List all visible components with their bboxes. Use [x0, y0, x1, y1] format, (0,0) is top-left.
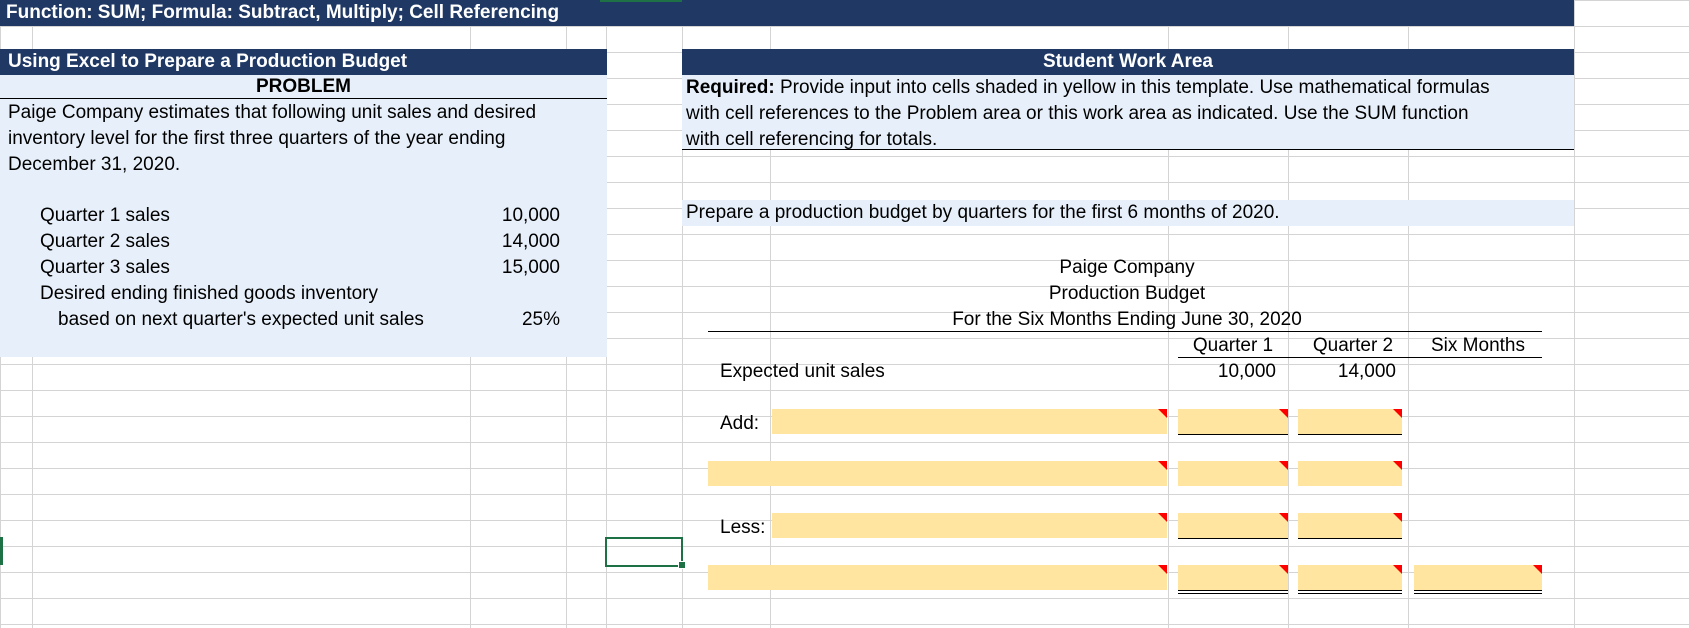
expected-sales-label: Expected unit sales [720, 361, 885, 382]
problem-header: Using Excel to Prepare a Production Budg… [0, 49, 607, 75]
item-q2-value: 14,000 [501, 231, 560, 252]
add-q1-input[interactable] [1178, 409, 1288, 434]
total-description-input[interactable] [708, 461, 1167, 486]
add-label: Add: [720, 413, 760, 434]
instruction-text: Prepare a production budget by quarters … [686, 202, 1280, 223]
required-label: Required: [686, 77, 775, 98]
less-q2-input[interactable] [1298, 513, 1402, 538]
required-text-1: Provide input into cells shaded in yello… [774, 77, 1490, 98]
problem-desc-1: Paige Company estimates that following u… [8, 102, 537, 123]
item-inventory-pct: 25% [521, 309, 560, 330]
problem-header-text: Using Excel to Prepare a Production Budg… [8, 51, 408, 72]
instruction-panel [682, 200, 1574, 226]
less-label: Less: [720, 517, 766, 538]
result-description-input[interactable] [708, 565, 1167, 590]
required-line-1: Required: Provide input into cells shade… [686, 77, 1490, 99]
expected-sales-q1: 10,000 [1217, 361, 1276, 382]
banner-title: Function: SUM; Formula: Subtract, Multip… [6, 2, 560, 23]
item-q2-label: Quarter 2 sales [40, 231, 170, 252]
item-q1-label: Quarter 1 sales [40, 205, 170, 226]
active-cell-selection[interactable] [605, 537, 683, 567]
less-q1-input[interactable] [1178, 513, 1288, 538]
expected-sales-q2: 14,000 [1337, 361, 1396, 382]
col-six-months: Six Months [1431, 335, 1525, 356]
budget-period: For the Six Months Ending June 30, 2020 [952, 309, 1302, 330]
problem-subheader: PROBLEM [256, 76, 351, 97]
required-line-2: with cell references to the Problem area… [686, 103, 1469, 124]
banner: Function: SUM; Formula: Subtract, Multip… [0, 0, 1574, 26]
item-q3-label: Quarter 3 sales [40, 257, 170, 278]
problem-desc-3: December 31, 2020. [8, 154, 181, 175]
total-q2-input[interactable] [1298, 461, 1402, 486]
problem-desc-2: inventory level for the first three quar… [8, 128, 506, 149]
work-area-header-text: Student Work Area [1043, 51, 1213, 72]
banner-accent [600, 0, 682, 2]
result-q2-input[interactable] [1298, 565, 1402, 590]
add-q2-input[interactable] [1298, 409, 1402, 434]
less-description-input[interactable] [772, 513, 1167, 538]
row-indicator [0, 537, 3, 565]
required-panel [682, 75, 1574, 149]
col-quarter-1: Quarter 1 [1192, 335, 1274, 356]
item-inventory-label: Desired ending finished goods inventory [40, 283, 378, 304]
work-area-header: Student Work Area [682, 49, 1574, 75]
budget-title: Production Budget [1048, 283, 1206, 304]
result-six-months-input[interactable] [1414, 565, 1542, 590]
problem-panel [0, 75, 607, 357]
budget-company: Paige Company [1059, 257, 1195, 278]
fill-handle[interactable] [678, 561, 686, 569]
result-q1-input[interactable] [1178, 565, 1288, 590]
col-quarter-2: Quarter 2 [1312, 335, 1394, 356]
add-description-input[interactable] [772, 409, 1167, 434]
item-q3-value: 15,000 [501, 257, 560, 278]
total-q1-input[interactable] [1178, 461, 1288, 486]
item-q1-value: 10,000 [501, 205, 560, 226]
required-line-3: with cell referencing for totals. [686, 129, 938, 150]
item-inventory-basis-label: based on next quarter's expected unit sa… [58, 309, 424, 330]
